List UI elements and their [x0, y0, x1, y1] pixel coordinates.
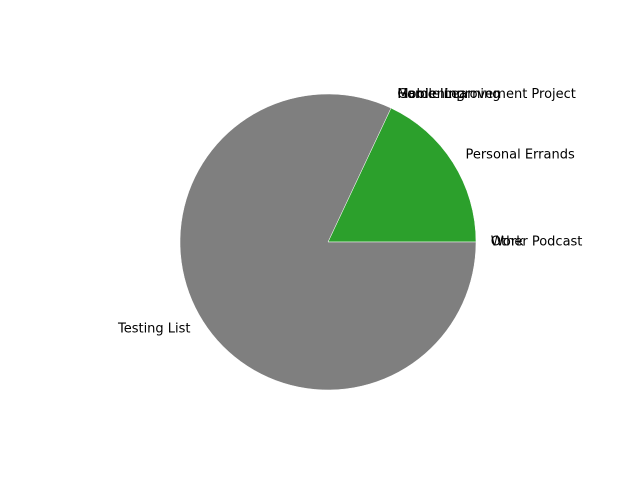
pie-label-testing-list: Testing List: [117, 322, 191, 337]
pie-label-work: Work: [491, 235, 524, 250]
pie-slice-personal-errands: [327, 107, 477, 243]
pie-label-other-podcast: Other Podcast: [491, 235, 583, 250]
pie-label-mobile-learning: Mobile Learning: [397, 87, 500, 102]
pie-slice-testing-list: [179, 93, 477, 391]
pie-label-gardening: Gardening: [397, 87, 465, 102]
pie-label-personal-errands: Personal Errands: [465, 147, 575, 162]
pie-label-home-improvement-project: Home Improvement Project: [397, 87, 576, 102]
